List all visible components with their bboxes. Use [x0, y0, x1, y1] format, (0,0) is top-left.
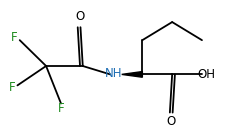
Text: O: O [76, 10, 85, 23]
Text: F: F [58, 102, 64, 115]
Text: O: O [166, 115, 175, 128]
Text: OH: OH [197, 68, 215, 81]
Text: F: F [8, 81, 15, 95]
Polygon shape [121, 72, 142, 77]
Text: NH: NH [104, 67, 122, 80]
Text: F: F [11, 31, 17, 44]
